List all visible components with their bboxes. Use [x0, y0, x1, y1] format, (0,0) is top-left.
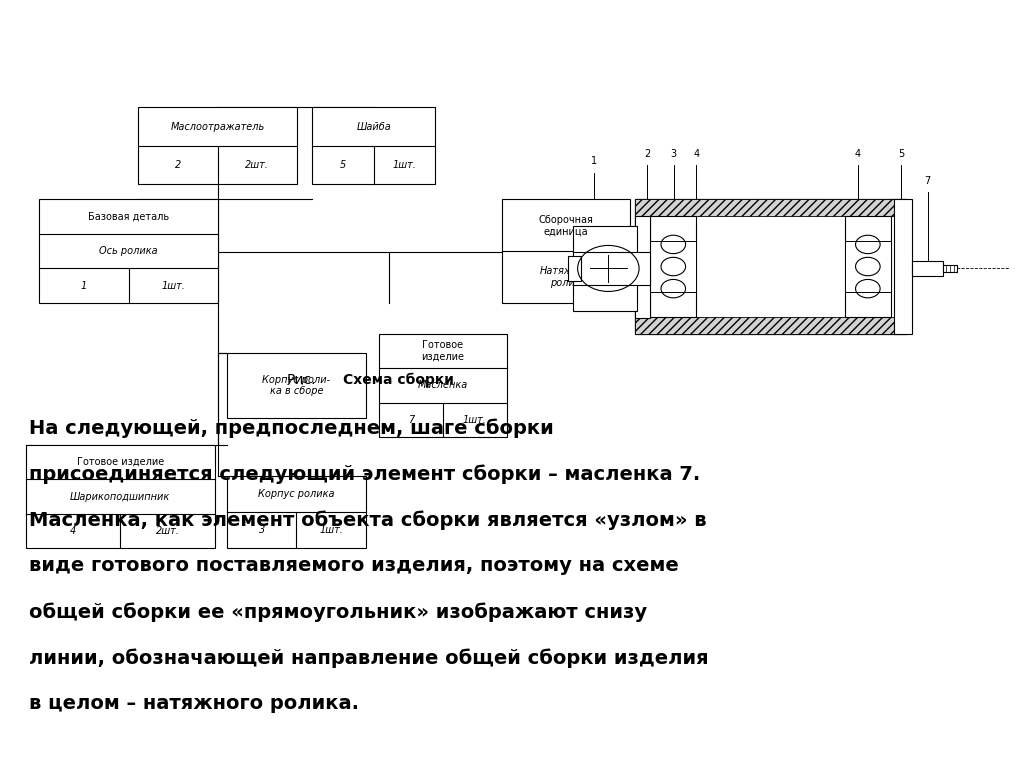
Bar	[894, 199, 912, 334]
Text: Маслоотражатель: Маслоотражатель	[170, 121, 265, 132]
Text: виде готового поставляемого изделия, поэтому на схеме: виде готового поставляемого изделия, поэ…	[29, 556, 679, 575]
Text: Ось ролика: Ось ролика	[99, 246, 158, 256]
Text: Натяжной
ролик: Натяжной ролик	[540, 266, 592, 288]
Text: Шарикоподшипник: Шарикоподшипник	[71, 492, 170, 502]
Bar	[573, 252, 650, 285]
Text: Готовое
изделие: Готовое изделие	[422, 340, 464, 362]
Text: 4: 4	[70, 526, 76, 536]
Text: присоединяется следующий элемент сборки – масленка 7.: присоединяется следующий элемент сборки …	[29, 464, 700, 484]
Bar	[26, 445, 215, 548]
Bar	[845, 242, 891, 291]
Text: Рис.: Рис.	[287, 373, 316, 387]
Text: 4: 4	[855, 149, 861, 159]
Bar	[138, 107, 297, 184]
Bar	[650, 242, 696, 291]
Bar	[573, 226, 637, 311]
Bar	[635, 199, 906, 334]
Bar	[943, 265, 957, 272]
Text: 1шт.: 1шт.	[319, 525, 343, 535]
Bar	[635, 216, 650, 318]
Text: Сборочная
единица: Сборочная единица	[539, 215, 593, 236]
Bar	[502, 199, 630, 303]
Bar	[650, 216, 696, 317]
Text: 3: 3	[671, 149, 677, 159]
Text: Базовая деталь: Базовая деталь	[88, 212, 169, 222]
Text: 1: 1	[81, 281, 87, 291]
Text: 7: 7	[408, 415, 414, 425]
Text: На следующей, предпоследнем, шаге сборки: На следующей, предпоследнем, шаге сборки	[29, 418, 553, 438]
Text: Схема сборки: Схема сборки	[343, 373, 454, 387]
Bar	[227, 476, 366, 548]
Bar	[312, 107, 435, 184]
Bar	[227, 353, 366, 418]
Text: 2: 2	[175, 160, 181, 170]
Bar	[635, 199, 906, 216]
Bar	[635, 317, 906, 334]
Bar	[568, 256, 581, 281]
Text: Масленка: Масленка	[418, 380, 468, 390]
Bar	[845, 216, 891, 317]
Bar	[39, 199, 218, 303]
Text: 7: 7	[925, 176, 931, 186]
Text: общей сборки ее «прямоугольник» изображают снизу: общей сборки ее «прямоугольник» изобража…	[29, 602, 647, 622]
Text: в целом – натяжного ролика.: в целом – натяжного ролика.	[29, 694, 358, 713]
Text: Готовое изделие: Готовое изделие	[77, 457, 164, 467]
Bar	[912, 261, 943, 276]
Text: 1шт.: 1шт.	[463, 415, 486, 425]
Text: 5: 5	[340, 160, 346, 170]
Text: 3: 3	[259, 525, 265, 535]
Text: Масленка, как элемент объекта сборки является «узлом» в: Масленка, как элемент объекта сборки явл…	[29, 510, 707, 530]
Text: Корпус ролика: Корпус ролика	[258, 489, 335, 499]
Text: 2шт.: 2шт.	[246, 160, 269, 170]
Text: 1шт.: 1шт.	[162, 281, 185, 291]
Text: Корпус роли-
ка в сборе: Корпус роли- ка в сборе	[262, 374, 331, 397]
Text: 5: 5	[898, 149, 904, 159]
Text: 1: 1	[591, 156, 597, 166]
Bar	[379, 334, 507, 437]
Text: 2: 2	[644, 149, 650, 159]
Text: 1шт.: 1шт.	[392, 160, 417, 170]
Text: 2шт.: 2шт.	[156, 526, 179, 536]
Text: линии, обозначающей направление общей сборки изделия: линии, обозначающей направление общей сб…	[29, 648, 709, 668]
Text: 4: 4	[693, 149, 699, 159]
Text: Шайба: Шайба	[356, 121, 391, 132]
